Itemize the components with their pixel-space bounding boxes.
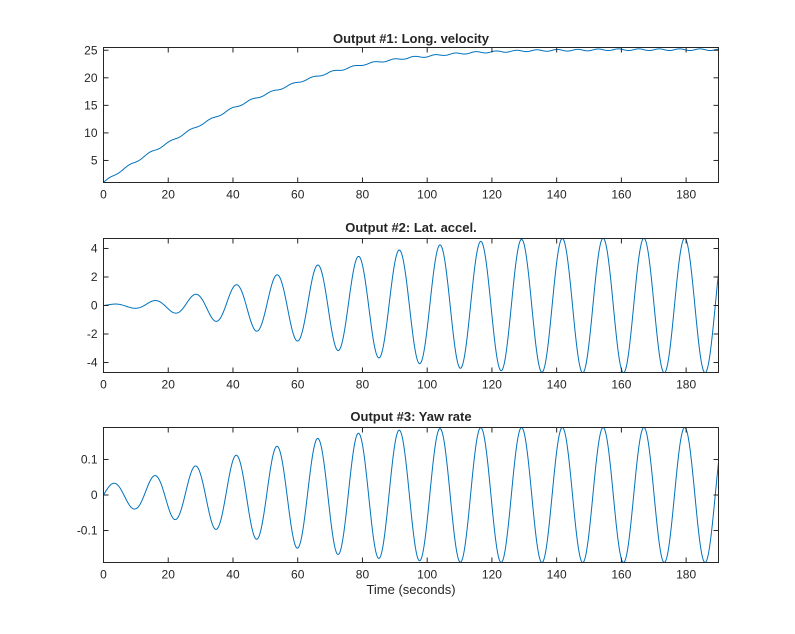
y-tick-label: 0 bbox=[91, 299, 98, 313]
x-tick-label: 160 bbox=[611, 378, 631, 392]
subplot-1: Output #1: Long. velocity 0 20 40 60 80 100 12… bbox=[84, 31, 719, 202]
y-tick-label: 0.1 bbox=[81, 452, 98, 466]
subplot-3-axes bbox=[103, 427, 719, 563]
x-tick-label: 40 bbox=[226, 568, 240, 582]
x-tick-label: 100 bbox=[417, 378, 437, 392]
subplot-2-series-line bbox=[103, 238, 719, 373]
x-tick-label: 140 bbox=[547, 568, 567, 582]
x-tick-label: 20 bbox=[162, 378, 176, 392]
y-tick-label: -2 bbox=[87, 327, 98, 341]
subplot-3-title: Output #3: Yaw rate bbox=[350, 409, 471, 424]
y-tick-label: 20 bbox=[84, 71, 98, 85]
y-tick-label: 0 bbox=[91, 488, 98, 502]
x-tick-label: 60 bbox=[291, 568, 305, 582]
y-tick-label: -0.1 bbox=[77, 524, 98, 538]
x-tick-label: 0 bbox=[100, 378, 107, 392]
x-tick-label: 20 bbox=[162, 188, 176, 202]
subplot-3-xticks: 0 20 40 60 80 100 120 140 160 180 bbox=[100, 427, 696, 582]
x-tick-label: 20 bbox=[162, 568, 176, 582]
subplot-1-title: Output #1: Long. velocity bbox=[333, 31, 490, 46]
x-tick-label: 60 bbox=[291, 378, 305, 392]
x-tick-label: 80 bbox=[356, 188, 370, 202]
y-tick-label: 10 bbox=[84, 126, 98, 140]
subplot-2-yticks: -4 -2 0 2 4 bbox=[87, 241, 719, 370]
x-tick-label: 140 bbox=[547, 188, 567, 202]
x-tick-label: 40 bbox=[226, 378, 240, 392]
x-tick-label: 40 bbox=[226, 188, 240, 202]
x-axis-label: Time (seconds) bbox=[366, 582, 455, 597]
subplot-2-axes bbox=[103, 238, 719, 373]
subplot-1-series bbox=[103, 48, 719, 183]
x-tick-label: 180 bbox=[676, 188, 696, 202]
y-tick-label: 5 bbox=[91, 153, 98, 167]
x-tick-label: 180 bbox=[676, 568, 696, 582]
subplot-3: Output #3: Yaw rate 0 20 40 60 80 100 120 140 16… bbox=[77, 409, 719, 597]
subplot-1-axes bbox=[103, 47, 719, 183]
x-tick-label: 160 bbox=[611, 568, 631, 582]
x-tick-label: 0 bbox=[100, 188, 107, 202]
x-tick-label: 100 bbox=[417, 188, 437, 202]
y-tick-label: 25 bbox=[84, 43, 98, 57]
subplot-2-title: Output #2: Lat. accel. bbox=[345, 220, 476, 235]
x-tick-label: 80 bbox=[356, 568, 370, 582]
y-tick-label: -4 bbox=[87, 356, 98, 370]
subplot-1-yticks: 5 10 15 20 25 bbox=[84, 43, 719, 167]
subplot-3-series bbox=[103, 426, 719, 564]
x-tick-label: 180 bbox=[676, 378, 696, 392]
y-tick-label: 2 bbox=[91, 270, 98, 284]
subplot-1-series-line bbox=[103, 48, 719, 183]
x-tick-label: 0 bbox=[100, 568, 107, 582]
subplot-2: Output #2: Lat. accel. 0 20 40 60 80 100 120 14… bbox=[87, 220, 719, 392]
x-tick-label: 160 bbox=[611, 188, 631, 202]
subplot-2-series bbox=[103, 238, 719, 373]
x-tick-label: 60 bbox=[291, 188, 305, 202]
x-tick-label: 140 bbox=[547, 378, 567, 392]
subplot-3-series-line bbox=[103, 426, 719, 564]
x-tick-label: 120 bbox=[482, 188, 502, 202]
x-tick-label: 120 bbox=[482, 568, 502, 582]
subplot-1-xticks: 0 20 40 60 80 100 120 140 160 180 bbox=[100, 47, 696, 202]
subplot-2-xticks: 0 20 40 60 80 100 120 140 160 180 bbox=[100, 238, 696, 392]
subplot-3-yticks: -0.1 0 0.1 bbox=[77, 452, 719, 538]
x-tick-label: 100 bbox=[417, 568, 437, 582]
x-tick-label: 80 bbox=[356, 378, 370, 392]
x-tick-label: 120 bbox=[482, 378, 502, 392]
y-tick-label: 15 bbox=[84, 98, 98, 112]
y-tick-label: 4 bbox=[91, 241, 98, 255]
